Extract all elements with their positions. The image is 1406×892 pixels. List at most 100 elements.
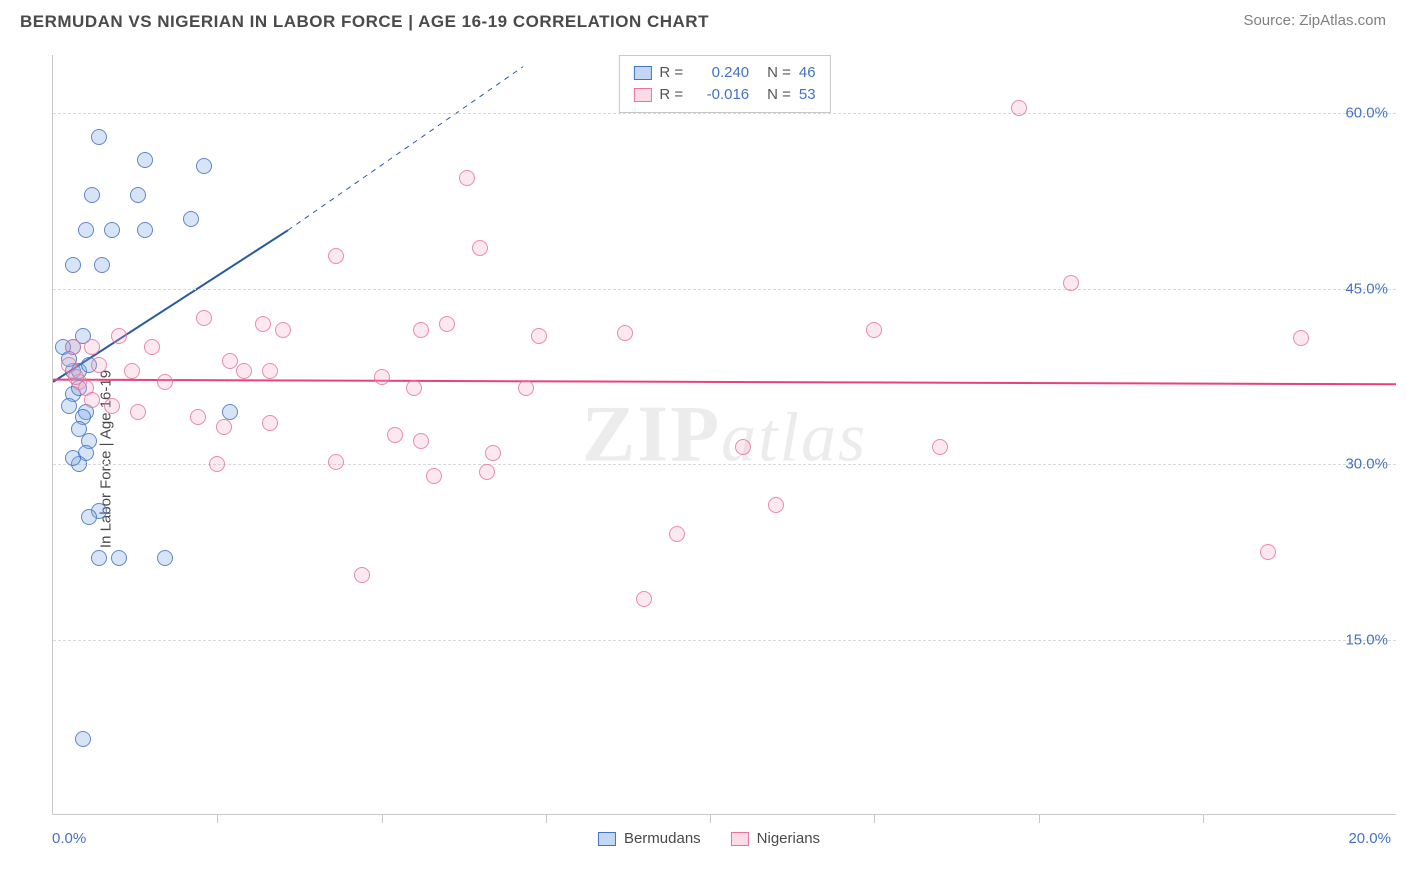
scatter-point	[130, 404, 146, 420]
trend-lines-svg	[53, 55, 1396, 814]
correlation-legend-row: R =0.240N =46	[633, 62, 815, 84]
scatter-point	[459, 170, 475, 186]
r-label: R =	[659, 84, 683, 106]
scatter-point	[617, 325, 633, 341]
correlation-legend-row: R = -0.016 N = 53	[633, 84, 815, 106]
scatter-point	[426, 468, 442, 484]
scatter-point	[124, 363, 140, 379]
scatter-point	[216, 419, 232, 435]
n-value: 46	[799, 62, 816, 84]
scatter-point	[518, 380, 534, 396]
scatter-point	[157, 550, 173, 566]
scatter-point	[387, 427, 403, 443]
scatter-point	[130, 187, 146, 203]
plot-region: ZIPatlas R =0.240N =46R = -0.016 N = 53 15.…	[52, 55, 1396, 815]
scatter-point	[275, 322, 291, 338]
legend-swatch-icon	[731, 832, 749, 846]
scatter-point	[144, 339, 160, 355]
scatter-point	[262, 415, 278, 431]
scatter-point	[932, 439, 948, 455]
scatter-point	[354, 567, 370, 583]
x-tick-mark	[710, 815, 711, 823]
scatter-point	[91, 129, 107, 145]
series-legend-item: Nigerians	[731, 830, 820, 847]
series-legend: Bermudans Nigerians	[598, 830, 820, 847]
x-tick-mark	[874, 815, 875, 823]
scatter-point	[328, 454, 344, 470]
scatter-point	[472, 240, 488, 256]
y-tick-label: 45.0%	[1345, 280, 1388, 297]
series-name: Bermudans	[624, 830, 701, 847]
scatter-point	[262, 363, 278, 379]
scatter-point	[91, 357, 107, 373]
scatter-point	[439, 316, 455, 332]
scatter-point	[61, 398, 77, 414]
scatter-point	[157, 374, 173, 390]
chart-header: BERMUDAN VS NIGERIAN IN LABOR FORCE | AG…	[0, 0, 1406, 50]
scatter-point	[65, 339, 81, 355]
n-label: N =	[767, 84, 791, 106]
scatter-point	[111, 328, 127, 344]
scatter-point	[84, 339, 100, 355]
x-tick-mark	[1039, 815, 1040, 823]
series-legend-item: Bermudans	[598, 830, 701, 847]
x-tick-label: 20.0%	[1348, 830, 1391, 847]
scatter-point	[81, 509, 97, 525]
scatter-point	[111, 550, 127, 566]
x-tick-mark	[382, 815, 383, 823]
y-tick-label: 30.0%	[1345, 456, 1388, 473]
gridline-horizontal	[53, 464, 1396, 465]
gridline-horizontal	[53, 113, 1396, 114]
scatter-point	[406, 380, 422, 396]
scatter-point	[104, 398, 120, 414]
scatter-point	[636, 591, 652, 607]
scatter-point	[196, 158, 212, 174]
scatter-point	[413, 322, 429, 338]
chart-title: BERMUDAN VS NIGERIAN IN LABOR FORCE | AG…	[20, 12, 709, 32]
correlation-legend: R =0.240N =46R = -0.016 N = 53	[618, 55, 830, 113]
legend-swatch-icon	[598, 832, 616, 846]
scatter-point	[669, 526, 685, 542]
scatter-point	[768, 497, 784, 513]
scatter-point	[84, 392, 100, 408]
scatter-point	[531, 328, 547, 344]
x-tick-mark	[1203, 815, 1204, 823]
chart-area: In Labor Force | Age 16-19 ZIPatlas R =0…	[22, 55, 1396, 862]
scatter-point	[1063, 275, 1079, 291]
scatter-point	[236, 363, 252, 379]
r-value: -0.016	[691, 84, 749, 106]
gridline-horizontal	[53, 289, 1396, 290]
scatter-point	[374, 369, 390, 385]
series-name: Nigerians	[757, 830, 820, 847]
scatter-point	[196, 310, 212, 326]
scatter-point	[479, 464, 495, 480]
scatter-point	[78, 222, 94, 238]
scatter-point	[65, 450, 81, 466]
x-tick-mark	[546, 815, 547, 823]
scatter-point	[485, 445, 501, 461]
scatter-point	[222, 404, 238, 420]
scatter-point	[328, 248, 344, 264]
scatter-point	[209, 456, 225, 472]
scatter-point	[866, 322, 882, 338]
scatter-point	[255, 316, 271, 332]
scatter-point	[183, 211, 199, 227]
n-value: 53	[799, 84, 816, 106]
x-tick-label: 0.0%	[52, 830, 86, 847]
y-tick-label: 60.0%	[1345, 105, 1388, 122]
scatter-point	[137, 152, 153, 168]
y-tick-label: 15.0%	[1345, 631, 1388, 648]
r-label: R =	[659, 62, 683, 84]
scatter-point	[84, 187, 100, 203]
scatter-point	[413, 433, 429, 449]
legend-swatch-icon	[633, 66, 651, 80]
scatter-point	[137, 222, 153, 238]
scatter-point	[1260, 544, 1276, 560]
scatter-point	[65, 257, 81, 273]
scatter-point	[1011, 100, 1027, 116]
watermark: ZIPatlas	[582, 389, 868, 480]
scatter-point	[104, 222, 120, 238]
scatter-point	[190, 409, 206, 425]
gridline-horizontal	[53, 640, 1396, 641]
x-tick-mark	[217, 815, 218, 823]
